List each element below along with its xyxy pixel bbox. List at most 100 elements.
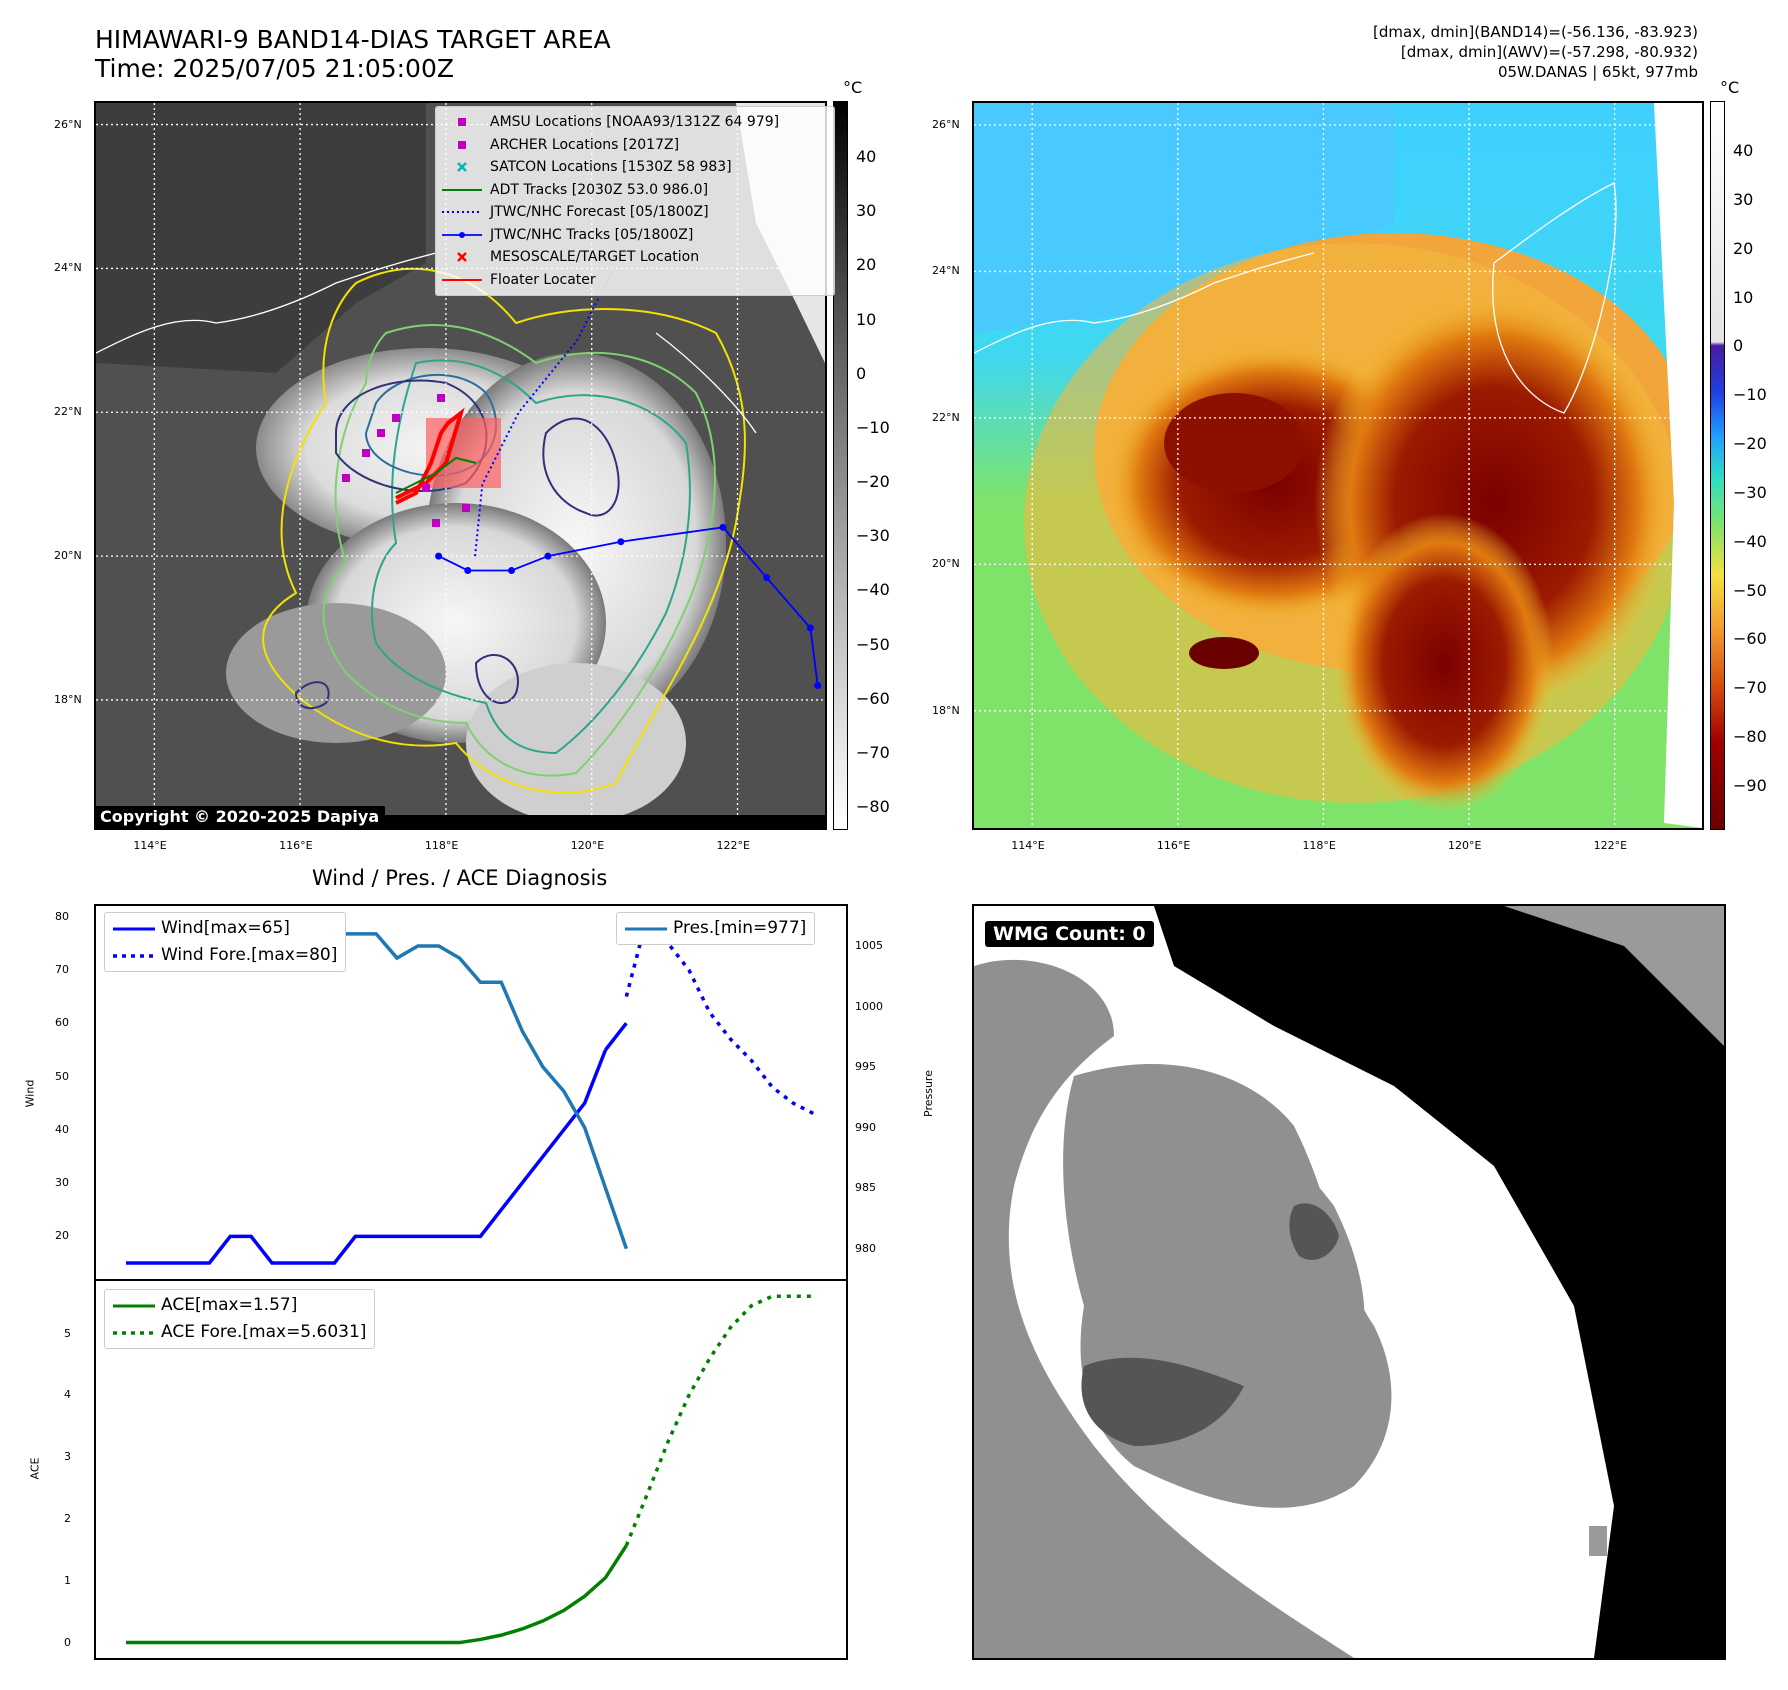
pressure-axis-label: Pressure xyxy=(921,1070,935,1117)
lon-tick-label: 122°E xyxy=(716,839,750,852)
pressure-tick-label: 990 xyxy=(855,1120,876,1134)
lon-tick-label: 120°E xyxy=(570,839,605,852)
legend-entry: ARCHER Locations [2017Z] xyxy=(442,134,826,157)
wind-fore-legend-swatch xyxy=(113,953,155,958)
color-colorbar-tick: 30 xyxy=(1733,189,1754,209)
color-colorbar-tick: 40 xyxy=(1733,141,1754,160)
gray-colorbar-tick: −60 xyxy=(856,688,890,708)
ace-tick-label: 3 xyxy=(64,1450,71,1464)
legend-entry-label: SATCON Locations [1530Z 58 983] xyxy=(490,159,732,175)
wind-legend-label: Wind[max=65] xyxy=(161,918,290,938)
gray-colorbar-tick: −30 xyxy=(856,526,890,546)
diagnosis-title: Wind / Pres. / ACE Diagnosis xyxy=(312,866,608,890)
lat-tick-label: 20°N xyxy=(932,557,960,571)
wmg-panel xyxy=(972,904,1726,1660)
amsu-archer-marker xyxy=(362,449,370,457)
gray-colorbar-tick: −10 xyxy=(856,417,890,437)
legend-entry-label: Floater Locater xyxy=(490,271,596,288)
gray-colorbar-tick: 10 xyxy=(856,309,877,329)
adt-track-line xyxy=(395,456,477,494)
pressure-legend: Pres.[min=977] xyxy=(616,912,816,945)
ace-legend-label: ACE[max=1.57] xyxy=(161,1295,298,1315)
color-colorbar xyxy=(1710,101,1725,830)
lat-tick-label: 18°N xyxy=(932,703,960,717)
amsu-archer-marker xyxy=(422,484,430,492)
lon-tick-label: 122°E xyxy=(1593,839,1628,852)
legend-marker-icon xyxy=(442,229,482,241)
ace-chart xyxy=(94,1279,848,1660)
color-colorbar-tick: −10 xyxy=(1733,385,1767,405)
wind-tick-label: 40 xyxy=(55,1122,69,1136)
legend-entry: MESOSCALE/TARGET Location xyxy=(442,246,826,269)
wind-legend-swatch xyxy=(113,927,155,930)
amsu-archer-marker xyxy=(342,474,350,482)
wind-tick-label: 80 xyxy=(55,909,69,923)
pressure-legend-label: Pres.[min=977] xyxy=(673,918,807,938)
legend-entry: ADT Tracks [2030Z 53.0 986.0] xyxy=(442,179,826,202)
legend-marker-icon xyxy=(442,274,482,286)
legend-entry: SATCON Locations [1530Z 58 983] xyxy=(442,156,826,179)
color-colorbar-tick: −70 xyxy=(1733,678,1767,698)
color-map-canvas xyxy=(974,103,1702,828)
legend-entry-label: JTWC/NHC Tracks [05/1800Z] xyxy=(490,226,694,243)
jtwc-track-point xyxy=(464,566,472,574)
color-colorbar-tick: −50 xyxy=(1733,580,1767,600)
lon-tick-label: 118°E xyxy=(1302,839,1336,852)
legend-entry-label: AMSU Locations [NOAA93/1312Z 64 979] xyxy=(490,114,780,130)
legend-entry: JTWC/NHC Tracks [05/1800Z] xyxy=(442,224,826,247)
info-line1: [dmax, dmin](BAND14)=(-56.136, -83.923) xyxy=(1373,23,1698,41)
wind-series-line xyxy=(126,1049,608,1265)
wind-axis-label: Wind xyxy=(23,1079,37,1108)
ace-fore-legend-label: ACE Fore.[max=5.6031] xyxy=(161,1322,367,1342)
ace-legend: ACE[max=1.57] ACE Fore.[max=5.6031] xyxy=(104,1289,376,1349)
lat-tick-label: 26°N xyxy=(932,117,960,131)
pressure-tick-label: 995 xyxy=(855,1060,876,1074)
ace-plot xyxy=(126,1294,814,1645)
info-block: [dmax, dmin](BAND14)=(-56.136, -83.923) … xyxy=(1373,22,1698,82)
color-colorbar-tick: −80 xyxy=(1733,727,1767,747)
legend-entry: AMSU Locations [NOAA93/1312Z 64 979] xyxy=(442,111,826,134)
legend-marker-icon xyxy=(442,139,482,151)
chart-title: HIMAWARI-9 BAND14-DIAS TARGET AREA Time:… xyxy=(95,25,611,83)
title-line2: Time: 2025/07/05 21:05:00Z xyxy=(95,54,454,83)
jtwc-track-point xyxy=(617,538,625,546)
lon-tick-label: 116°E xyxy=(279,839,313,852)
color-ir-map xyxy=(972,101,1704,830)
gray-colorbar-tick: −50 xyxy=(856,634,890,654)
color-colorbar-tick: −40 xyxy=(1733,531,1767,551)
ace-tick-label: 1 xyxy=(64,1573,71,1587)
legend-entry: Floater Locater xyxy=(442,269,826,292)
color-colorbar-tick: 0 xyxy=(1733,336,1744,356)
ace-axis-label: ACE xyxy=(28,1457,42,1480)
color-colorbar-tick: 10 xyxy=(1733,287,1754,307)
amsu-archer-marker xyxy=(437,394,445,402)
legend-marker-icon xyxy=(442,116,482,128)
legend-entry-label: MESOSCALE/TARGET Location xyxy=(490,249,700,265)
ace-tick-label: 0 xyxy=(64,1635,71,1649)
ace-legend-swatch xyxy=(113,1304,155,1307)
lat-tick-label: 20°N xyxy=(54,549,82,563)
amsu-archer-marker xyxy=(377,429,385,437)
gray-colorbar-tick: −20 xyxy=(856,472,890,491)
color-colorbar-tick: −20 xyxy=(1733,434,1767,454)
legend-marker-icon xyxy=(442,251,482,263)
wmg-canvas xyxy=(974,906,1724,1658)
grayscale-colorbar xyxy=(833,101,848,830)
wind-series-line xyxy=(604,1022,628,1051)
gray-colorbar-tick: −40 xyxy=(856,580,890,600)
pressure-tick-label: 1000 xyxy=(855,999,883,1013)
legend-marker-icon xyxy=(442,184,482,196)
info-line3: 05W.DANAS | 65kt, 977mb xyxy=(1497,63,1698,81)
amsu-archer-marker xyxy=(432,519,440,527)
lon-tick-label: 114°E xyxy=(133,839,167,852)
gray-colorbar-tick: 40 xyxy=(856,147,877,166)
jtwc-track-point xyxy=(508,566,516,574)
map-legend: AMSU Locations [NOAA93/1312Z 64 979] ARCH… xyxy=(435,106,835,296)
pressure-legend-swatch xyxy=(625,927,667,930)
ace-tick-label: 2 xyxy=(64,1511,71,1525)
pressure-tick-label: 1005 xyxy=(855,938,883,952)
wind-tick-label: 20 xyxy=(55,1229,69,1243)
legend-entry: JTWC/NHC Forecast [05/1800Z] xyxy=(442,201,826,224)
amsu-archer-marker xyxy=(462,504,470,512)
jtwc-track-point xyxy=(435,552,443,560)
